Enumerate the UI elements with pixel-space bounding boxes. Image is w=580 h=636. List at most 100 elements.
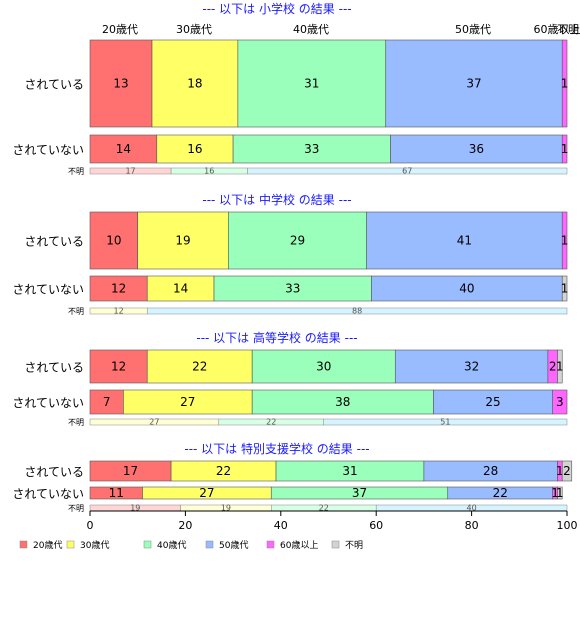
row-label: されている — [24, 465, 84, 479]
unknown-row-label: 不明 — [68, 418, 84, 427]
bar-segment — [89, 134, 158, 164]
bar-segment — [561, 134, 568, 164]
bar-value-label: 31 — [342, 464, 357, 478]
bar-segment — [137, 211, 229, 270]
x-tick-label: 100 — [557, 519, 578, 532]
unknown-segment — [247, 167, 568, 175]
bar-value-label: 7 — [103, 395, 111, 409]
bar-value-label: 28 — [483, 464, 498, 478]
bar-value-label: 1 — [556, 360, 564, 374]
bar-value-label: 1 — [561, 282, 569, 296]
bar-segment — [146, 275, 215, 302]
group-title: --- 以下は 中学校 の結果 --- — [202, 192, 351, 207]
bar-segment — [213, 275, 372, 302]
bar-value-label: 22 — [493, 486, 508, 500]
unknown-value-label: 40 — [467, 504, 477, 513]
bar-segment — [156, 134, 234, 164]
legend-swatch — [19, 540, 28, 549]
top-column-label: 30歳代 — [176, 23, 212, 36]
bar-segment — [89, 275, 148, 302]
legend-label: 50歳代 — [219, 539, 248, 551]
unknown-segment — [146, 307, 568, 315]
bar-value-label: 1 — [556, 486, 564, 500]
row-label: されている — [24, 78, 84, 92]
bar-segment — [146, 349, 253, 384]
x-tick-label: 0 — [87, 519, 94, 532]
x-tick-label: 80 — [465, 519, 479, 532]
top-column-label: 40歳代 — [293, 23, 329, 36]
bar-value-label: 40 — [459, 282, 474, 296]
legend-swatch — [205, 540, 214, 549]
bar-segment — [557, 349, 563, 384]
bar-value-label: 2 — [549, 360, 557, 374]
row-label: されていない — [12, 487, 84, 501]
bar-value-label: 29 — [290, 234, 305, 248]
bar-segment — [251, 349, 396, 384]
row-label: されている — [24, 235, 84, 249]
bar-segment — [561, 39, 568, 128]
bar-value-label: 37 — [352, 486, 367, 500]
x-tick-label: 40 — [274, 519, 288, 532]
unknown-segment — [323, 418, 568, 426]
row-label: されていない — [12, 283, 84, 297]
bar-segment — [371, 275, 563, 302]
bar-value-label: 16 — [187, 142, 202, 156]
bar-segment — [89, 211, 139, 270]
bar-segment — [394, 349, 549, 384]
unknown-value-label: 22 — [319, 504, 329, 513]
legend-label: 20歳代 — [33, 539, 62, 551]
bar-value-label: 27 — [180, 395, 195, 409]
bar-segment — [151, 39, 239, 128]
bar-segment — [390, 134, 563, 164]
row-label: されている — [24, 361, 84, 375]
bar-segment — [89, 389, 124, 415]
unknown-value-label: 12 — [114, 307, 124, 316]
bar-value-label: 27 — [199, 486, 214, 500]
bar-value-label: 3 — [556, 395, 564, 409]
bar-value-label: 14 — [173, 282, 188, 296]
unknown-value-label: 17 — [125, 167, 135, 176]
top-column-label: 50歳代 — [455, 23, 491, 36]
bar-segment — [89, 349, 148, 384]
bar-value-label: 12 — [111, 282, 126, 296]
bar-segment — [561, 460, 573, 482]
row-label: されていない — [12, 396, 84, 410]
group-title: --- 以下は 特別支援学校 の結果 --- — [184, 441, 369, 456]
bar-value-label: 41 — [457, 234, 472, 248]
unknown-value-label: 67 — [402, 167, 412, 176]
bar-value-label: 38 — [335, 395, 350, 409]
bar-value-label: 36 — [469, 142, 484, 156]
legend-label: 30歳代 — [80, 539, 109, 551]
unknown-value-label: 19 — [221, 504, 231, 513]
bar-value-label: 1 — [556, 464, 564, 478]
bar-segment — [228, 211, 367, 270]
bar-segment — [552, 389, 568, 415]
bar-segment — [366, 211, 563, 270]
row-label: されていない — [12, 143, 84, 157]
bar-value-label: 12 — [111, 360, 126, 374]
bar-value-label: 30 — [316, 360, 331, 374]
bar-value-label: 33 — [285, 282, 300, 296]
bar-value-label: 19 — [175, 234, 190, 248]
bar-segment — [561, 211, 568, 270]
legend-swatch — [266, 540, 275, 549]
bar-segment — [385, 39, 563, 128]
bar-value-label: 1 — [561, 142, 569, 156]
bar-value-label: 18 — [187, 77, 202, 91]
bar-value-label: 13 — [113, 77, 128, 91]
bar-value-label: 33 — [304, 142, 319, 156]
bar-value-label: 17 — [123, 464, 138, 478]
unknown-value-label: 22 — [266, 418, 276, 427]
legend-label: 60歳以上 — [280, 539, 318, 551]
bar-value-label: 37 — [466, 77, 481, 91]
unknown-row-label: 不明 — [68, 167, 84, 176]
legend-label: 不明 — [345, 540, 363, 551]
unknown-value-label: 19 — [130, 504, 140, 513]
unknown-row-label: 不明 — [68, 504, 84, 513]
bar-value-label: 14 — [116, 142, 131, 156]
group-title: --- 以下は 高等学校 の結果 --- — [196, 330, 357, 345]
legend-swatch — [66, 540, 75, 549]
unknown-value-label: 27 — [149, 418, 159, 427]
bar-segment — [557, 486, 563, 500]
